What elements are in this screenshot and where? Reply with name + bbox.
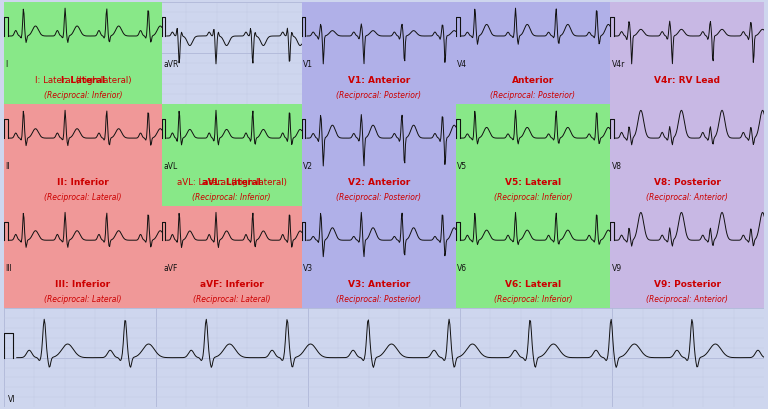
Text: (Reciprocal: Anterior): (Reciprocal: Anterior): [646, 295, 728, 304]
Text: (Reciprocal: Inferior): (Reciprocal: Inferior): [193, 193, 271, 202]
Text: aVL: Lateral: aVL: Lateral: [203, 178, 261, 187]
Text: V5: V5: [457, 162, 468, 171]
Text: V6: Lateral: V6: Lateral: [505, 280, 561, 289]
Text: V8: V8: [611, 162, 621, 171]
Text: aVL: aVL: [164, 162, 177, 171]
Text: V2: Anterior: V2: Anterior: [348, 178, 410, 187]
Text: (Reciprocal: Lateral): (Reciprocal: Lateral): [44, 295, 121, 304]
Text: V6: V6: [457, 264, 468, 273]
Text: aVF: Inferior: aVF: Inferior: [200, 280, 263, 289]
Text: III: Inferior: III: Inferior: [55, 280, 111, 289]
Text: III: III: [5, 264, 12, 273]
Text: V5: Lateral: V5: Lateral: [505, 178, 561, 187]
Text: (Reciprocal: Posterior): (Reciprocal: Posterior): [490, 91, 575, 100]
Text: V3: V3: [303, 264, 313, 273]
Text: (Reciprocal: Posterior): (Reciprocal: Posterior): [336, 295, 421, 304]
Text: (Reciprocal: Lateral): (Reciprocal: Lateral): [44, 193, 121, 202]
Text: V9: V9: [611, 264, 621, 273]
Text: V1: Anterior: V1: Anterior: [348, 76, 410, 85]
Text: V2: V2: [303, 162, 313, 171]
Text: II: Inferior: II: Inferior: [57, 178, 109, 187]
Text: (Reciprocal: Posterior): (Reciprocal: Posterior): [336, 91, 421, 100]
Text: I: Lateral: I: Lateral: [61, 76, 105, 85]
Text: V4: V4: [457, 60, 468, 69]
Text: I: I: [5, 60, 8, 69]
Text: (Reciprocal: Posterior): (Reciprocal: Posterior): [336, 193, 421, 202]
Text: V4r: V4r: [611, 60, 625, 69]
Text: I: Lateral (high lateral): I: Lateral (high lateral): [35, 76, 131, 85]
Text: aVF: aVF: [164, 264, 177, 273]
Text: V4r: RV Lead: V4r: RV Lead: [654, 76, 720, 85]
Text: (Reciprocal: Lateral): (Reciprocal: Lateral): [193, 295, 270, 304]
Text: aVL: Lateral (high lateral): aVL: Lateral (high lateral): [177, 178, 286, 187]
Text: Anterior: Anterior: [511, 76, 554, 85]
Text: (Reciprocal: Inferior): (Reciprocal: Inferior): [494, 295, 572, 304]
Text: (Reciprocal: Inferior): (Reciprocal: Inferior): [44, 91, 122, 100]
Text: V9: Posterior: V9: Posterior: [654, 280, 720, 289]
Text: V1: V1: [303, 60, 313, 69]
Text: (Reciprocal: Inferior): (Reciprocal: Inferior): [494, 193, 572, 202]
Text: (Reciprocal: Anterior): (Reciprocal: Anterior): [646, 193, 728, 202]
Text: II: II: [5, 162, 10, 171]
Text: VI: VI: [8, 395, 15, 404]
Text: aVR: aVR: [164, 60, 179, 69]
Text: V8: Posterior: V8: Posterior: [654, 178, 720, 187]
Text: V3: Anterior: V3: Anterior: [348, 280, 410, 289]
